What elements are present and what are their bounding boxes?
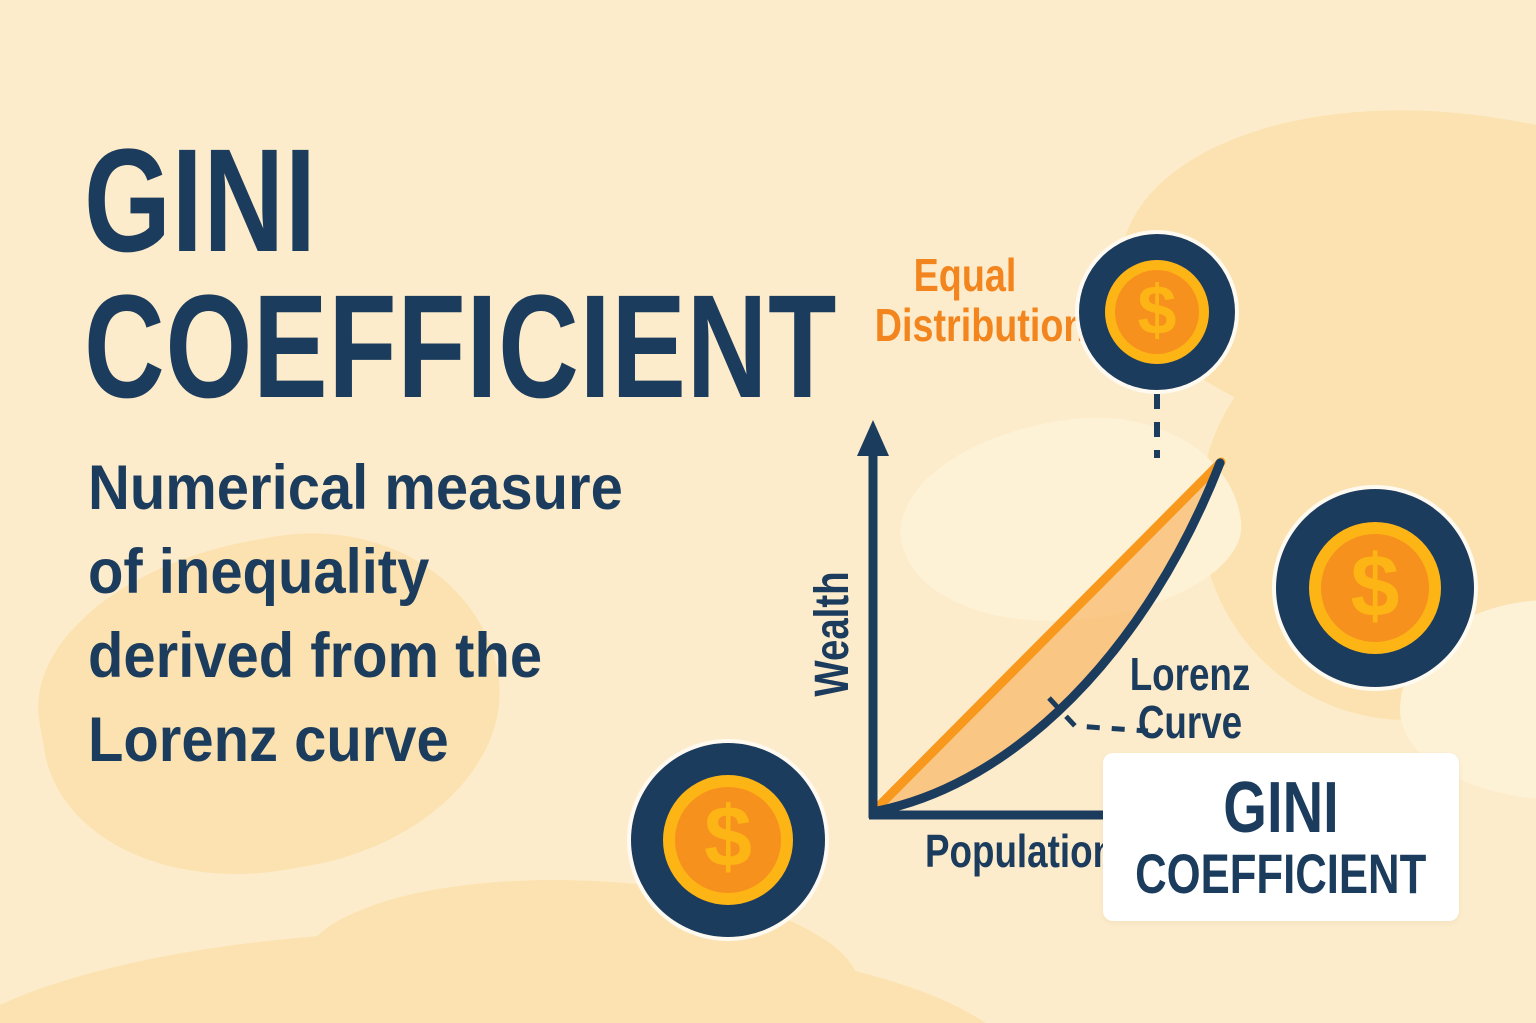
dollar-sign-icon: $ (704, 789, 752, 886)
dollar-sign-icon: $ (1350, 536, 1400, 635)
badge-line-1: GINI (1223, 768, 1339, 848)
coin-icon: $ (1079, 234, 1235, 390)
page-title-line-1: GINI (84, 119, 317, 283)
lorenz-curve-label-line-1: Lorenz (1129, 648, 1251, 700)
lorenz-curve-label-line-2: Curve (1137, 696, 1243, 748)
subtitle-line-1: Numerical measure (88, 453, 623, 523)
coin-face: $ (675, 787, 781, 893)
equality-line (872, 457, 1226, 813)
equal-distribution-label: Equal Distribution (874, 249, 1087, 351)
coin-ring: $ (1308, 521, 1442, 655)
lorenz-curve-label: Lorenz Curve (1110, 650, 1270, 746)
coin-ring: $ (663, 775, 793, 905)
coin-icon: $ (631, 743, 825, 937)
lorenz-curve (872, 458, 1225, 816)
subtitle-line-3: derived from the (88, 621, 543, 691)
x-axis-label: Population (924, 825, 1116, 877)
equal-distribution-label-line-1: Equal (913, 249, 1017, 301)
page-subtitle: Numerical measure of inequality derived … (88, 446, 623, 782)
page-title: GINI COEFFICIENT (84, 119, 838, 429)
coin-icon: $ (1276, 489, 1474, 687)
y-axis-arrowhead-icon (857, 420, 889, 456)
y-axis-label: Wealth (805, 571, 859, 697)
page-title-line-2: COEFFICIENT (84, 265, 838, 429)
subtitle-line-2: of inequality (88, 537, 430, 607)
equal-distribution-label-line-2: Distribution (874, 299, 1087, 351)
gini-coefficient-badge: GINI COEFFICIENT (1103, 753, 1459, 921)
dollar-sign-icon: $ (1137, 270, 1177, 349)
coin-face: $ (1321, 534, 1429, 642)
coin-ring: $ (1104, 259, 1210, 365)
subtitle-line-4: Lorenz curve (88, 705, 449, 775)
lorenz-pointer-dashed-line (1047, 696, 1149, 734)
badge-line-2: COEFFICIENT (1135, 842, 1427, 905)
coin-face: $ (1114, 269, 1200, 355)
